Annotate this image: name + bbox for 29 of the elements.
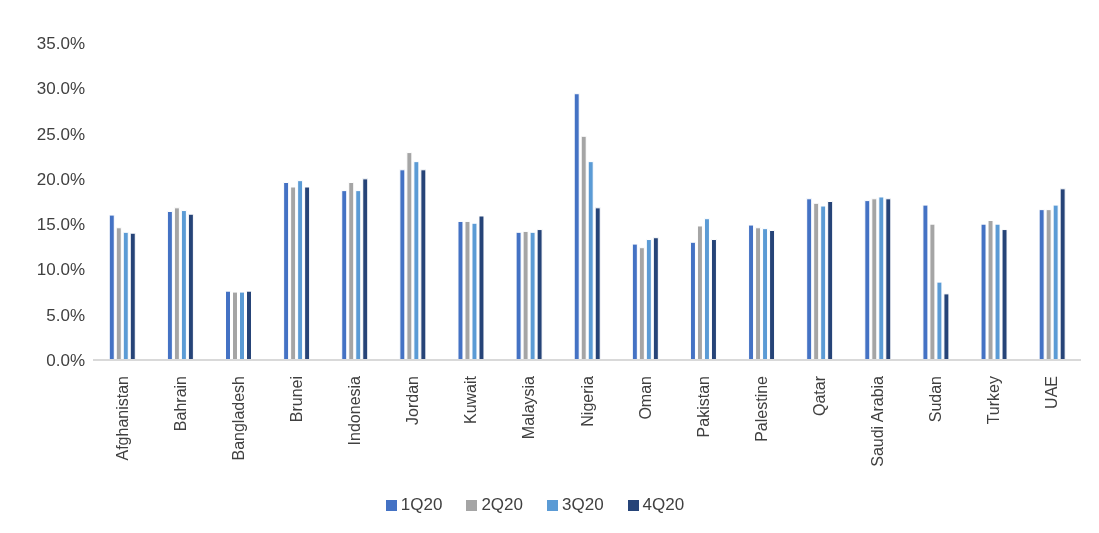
x-tick-label: UAE bbox=[1043, 376, 1061, 409]
y-tick-label: 0.0% bbox=[46, 351, 85, 371]
x-tick-label: Bangladesh bbox=[229, 376, 247, 461]
x-tick-label: Sudan bbox=[927, 376, 945, 423]
legend-label: 4Q20 bbox=[642, 495, 685, 514]
x-tick-label: Nigeria bbox=[578, 375, 596, 427]
x-tick-label: Qatar bbox=[810, 375, 828, 417]
x-tick-label: Palestine bbox=[752, 375, 770, 442]
y-tick-label: 5.0% bbox=[46, 305, 85, 325]
legend-label: 3Q20 bbox=[562, 495, 604, 514]
legend-label: 1Q20 bbox=[400, 495, 443, 514]
x-tick-label: Turkey bbox=[985, 376, 1003, 425]
legend-label: 2Q20 bbox=[481, 495, 523, 514]
x-tick-label: Afghanistan bbox=[113, 376, 131, 461]
x-tick-label: Bahrain bbox=[171, 376, 189, 432]
y-tick-label: 35.0% bbox=[36, 34, 85, 54]
y-tick-label: 30.0% bbox=[36, 79, 85, 99]
x-tick-label: Pakistan bbox=[694, 376, 712, 438]
x-tick-label: Malaysia bbox=[520, 375, 538, 440]
y-tick-label: 25.0% bbox=[36, 124, 85, 144]
x-tick-label: Oman bbox=[636, 376, 654, 420]
y-tick-label: 10.0% bbox=[36, 260, 85, 280]
x-tick-label: Saudi Arabia bbox=[869, 375, 887, 467]
x-tick-label: Kuwait bbox=[462, 375, 480, 425]
x-tick-label: Indonesia bbox=[346, 375, 364, 446]
y-tick-label: 15.0% bbox=[36, 215, 85, 235]
x-tick-label: Jordan bbox=[404, 376, 422, 425]
x-tick-label: Brunei bbox=[287, 376, 305, 423]
y-tick-label: 20.0% bbox=[36, 169, 85, 189]
